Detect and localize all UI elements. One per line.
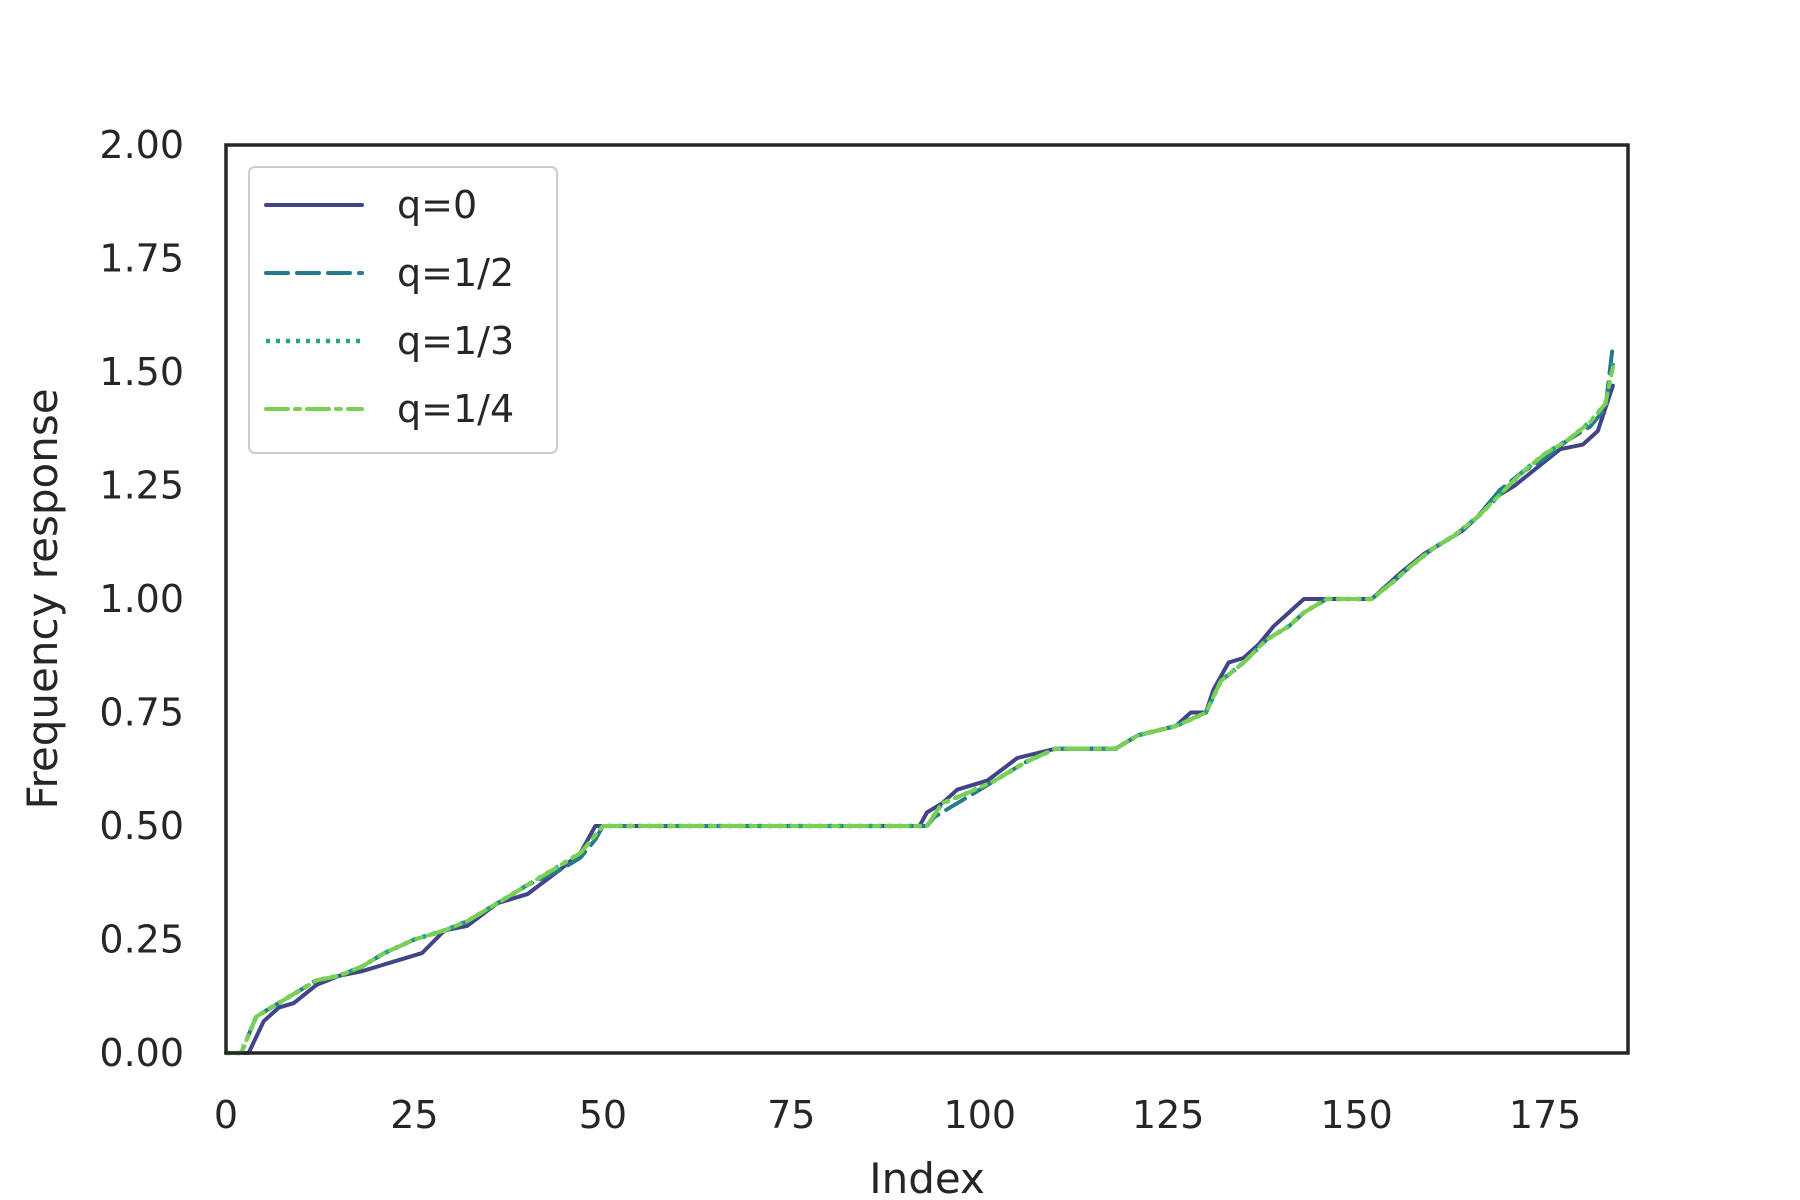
legend-items: q=0 q=1/2 q=1/3 q=1/4 (264, 183, 514, 431)
y-tick-label: 1.50 (99, 350, 184, 394)
legend-label-4: q=1/4 (397, 387, 514, 431)
x-tick-labels: 0 25 50 75 100 125 150 175 (214, 1093, 1581, 1137)
y-tick-label: 0.50 (99, 804, 184, 848)
x-axis-label: Index (869, 1154, 985, 1200)
x-tick-label: 100 (944, 1093, 1017, 1137)
legend-frame (248, 166, 558, 454)
series-line-4 (224, 365, 1615, 1055)
x-tick-label: 0 (214, 1093, 238, 1137)
y-tick-label: 1.25 (99, 464, 184, 508)
legend-label-2: q=1/2 (397, 251, 514, 295)
x-tick-label: 150 (1320, 1093, 1393, 1137)
x-tick-label: 25 (390, 1093, 438, 1137)
y-tick-labels: 0.00 0.25 0.50 0.75 1.00 1.25 1.50 1.75 2.00 (99, 123, 184, 1075)
y-axis-label: Frequency response (18, 388, 67, 809)
y-tick-label: 2.00 (99, 123, 184, 167)
x-tick-label: 50 (579, 1093, 627, 1137)
series-layer (224, 342, 1616, 1056)
y-tick-label: 0.25 (99, 918, 184, 962)
legend: q=0 q=1/2 q=1/3 q=1/4 (248, 166, 558, 454)
y-tick-label: 1.75 (99, 237, 184, 281)
y-tick-label: 0.00 (99, 1031, 184, 1075)
legend-label-3: q=1/3 (397, 319, 514, 363)
y-tick-label: 0.75 (99, 691, 184, 735)
x-tick-label: 125 (1132, 1093, 1205, 1137)
y-tick-label: 1.00 (99, 577, 184, 621)
x-tick-label: 75 (767, 1093, 815, 1137)
plot-frame (224, 143, 1630, 1055)
legend-label-1: q=0 (397, 183, 477, 227)
x-tick-label: 175 (1509, 1093, 1582, 1137)
